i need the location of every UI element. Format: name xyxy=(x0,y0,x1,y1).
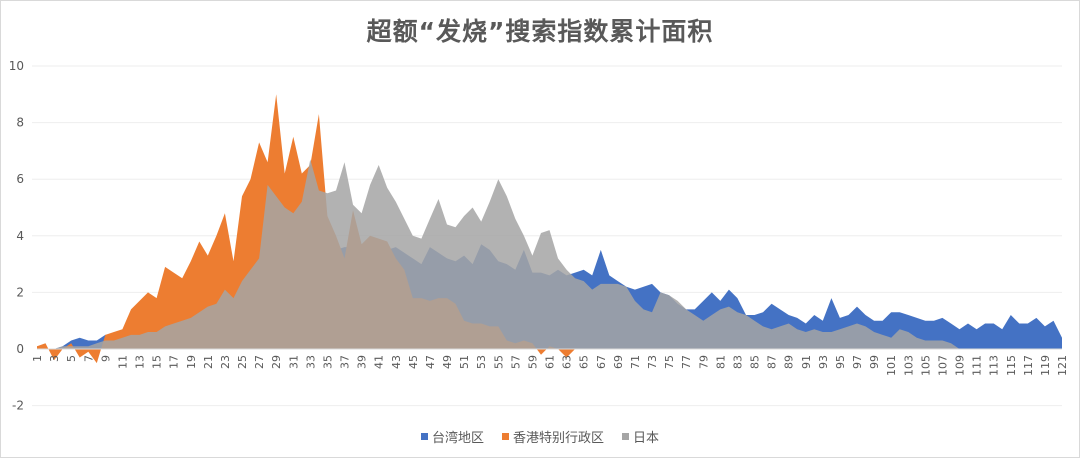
svg-text:51: 51 xyxy=(458,355,471,369)
legend-swatch-icon xyxy=(622,433,629,440)
svg-text:109: 109 xyxy=(954,355,967,376)
svg-text:29: 29 xyxy=(270,355,283,369)
svg-text:6: 6 xyxy=(16,172,24,186)
svg-text:25: 25 xyxy=(236,355,249,369)
svg-text:3: 3 xyxy=(48,355,61,362)
svg-text:79: 79 xyxy=(697,355,710,369)
legend-item-japan[interactable]: 日本 xyxy=(622,427,659,446)
svg-text:75: 75 xyxy=(663,355,676,369)
svg-text:65: 65 xyxy=(578,355,591,369)
legend-swatch-icon xyxy=(501,433,509,440)
svg-text:87: 87 xyxy=(766,355,779,369)
svg-text:19: 19 xyxy=(185,355,198,369)
svg-text:31: 31 xyxy=(287,355,300,369)
svg-text:13: 13 xyxy=(134,355,147,369)
svg-text:115: 115 xyxy=(1005,355,1018,376)
svg-text:111: 111 xyxy=(971,355,984,376)
svg-text:9: 9 xyxy=(99,355,112,362)
x-axis-ticks: 1 3 5 7 9 11 13 15 17 19 21 23 25 27 29 31 33 35 37 39 41 43 4… xyxy=(31,355,1069,376)
svg-text:103: 103 xyxy=(902,355,915,376)
svg-text:119: 119 xyxy=(1039,355,1052,376)
svg-text:2: 2 xyxy=(16,285,24,299)
svg-text:7: 7 xyxy=(82,355,95,362)
svg-text:21: 21 xyxy=(202,355,215,369)
svg-text:71: 71 xyxy=(629,355,642,369)
svg-text:99: 99 xyxy=(868,355,881,369)
svg-text:27: 27 xyxy=(253,355,266,369)
svg-text:45: 45 xyxy=(407,355,420,369)
svg-text:23: 23 xyxy=(219,355,232,369)
svg-text:121: 121 xyxy=(1056,355,1069,376)
svg-text:15: 15 xyxy=(151,355,164,369)
svg-text:69: 69 xyxy=(612,355,625,369)
svg-text:57: 57 xyxy=(509,355,522,369)
svg-text:55: 55 xyxy=(492,355,505,369)
svg-text:35: 35 xyxy=(321,355,334,369)
legend: 台湾地区 香港特别行政区 日本 xyxy=(0,427,1080,446)
svg-text:43: 43 xyxy=(390,355,403,369)
svg-text:117: 117 xyxy=(1022,355,1035,376)
svg-text:5: 5 xyxy=(65,355,78,362)
svg-text:97: 97 xyxy=(851,355,864,369)
svg-text:89: 89 xyxy=(783,355,796,369)
svg-text:73: 73 xyxy=(646,355,659,369)
svg-text:105: 105 xyxy=(919,355,932,376)
svg-text:77: 77 xyxy=(680,355,693,369)
svg-text:-2: -2 xyxy=(12,399,24,413)
svg-text:0: 0 xyxy=(16,342,24,356)
svg-text:41: 41 xyxy=(373,355,386,369)
svg-text:39: 39 xyxy=(356,355,369,369)
area-japan xyxy=(37,159,1062,349)
svg-text:4: 4 xyxy=(16,229,24,243)
chart-title: 超额“发烧”搜索指数累计面积 xyxy=(366,17,714,46)
svg-text:11: 11 xyxy=(116,355,129,369)
svg-text:61: 61 xyxy=(544,355,557,369)
svg-text:17: 17 xyxy=(168,355,181,369)
legend-label: 台湾地区 xyxy=(431,431,484,446)
area-series xyxy=(37,94,1062,364)
y-axis-ticks: -2 0 2 4 6 8 10 xyxy=(9,59,24,413)
legend-swatch-icon xyxy=(420,433,428,440)
svg-text:33: 33 xyxy=(304,355,317,369)
svg-text:85: 85 xyxy=(749,355,762,369)
svg-text:37: 37 xyxy=(339,355,352,369)
svg-text:101: 101 xyxy=(885,355,898,376)
svg-text:67: 67 xyxy=(595,355,608,369)
legend-item-taiwan[interactable]: 台湾地区 xyxy=(420,427,484,446)
svg-text:83: 83 xyxy=(731,355,744,369)
svg-text:107: 107 xyxy=(936,355,949,376)
svg-text:81: 81 xyxy=(714,355,727,369)
svg-text:95: 95 xyxy=(834,355,847,369)
svg-text:91: 91 xyxy=(800,355,813,369)
svg-text:63: 63 xyxy=(561,355,574,369)
svg-text:47: 47 xyxy=(424,355,437,369)
svg-text:49: 49 xyxy=(441,355,454,369)
legend-label: 香港特别行政区 xyxy=(512,431,604,446)
svg-text:113: 113 xyxy=(988,355,1001,376)
legend-item-hongkong[interactable]: 香港特别行政区 xyxy=(501,427,604,446)
svg-text:93: 93 xyxy=(817,355,830,369)
svg-text:10: 10 xyxy=(9,59,24,73)
svg-text:8: 8 xyxy=(16,116,24,130)
svg-text:53: 53 xyxy=(475,355,488,369)
legend-label: 日本 xyxy=(633,431,660,446)
svg-text:1: 1 xyxy=(31,355,44,362)
svg-text:59: 59 xyxy=(526,355,539,369)
